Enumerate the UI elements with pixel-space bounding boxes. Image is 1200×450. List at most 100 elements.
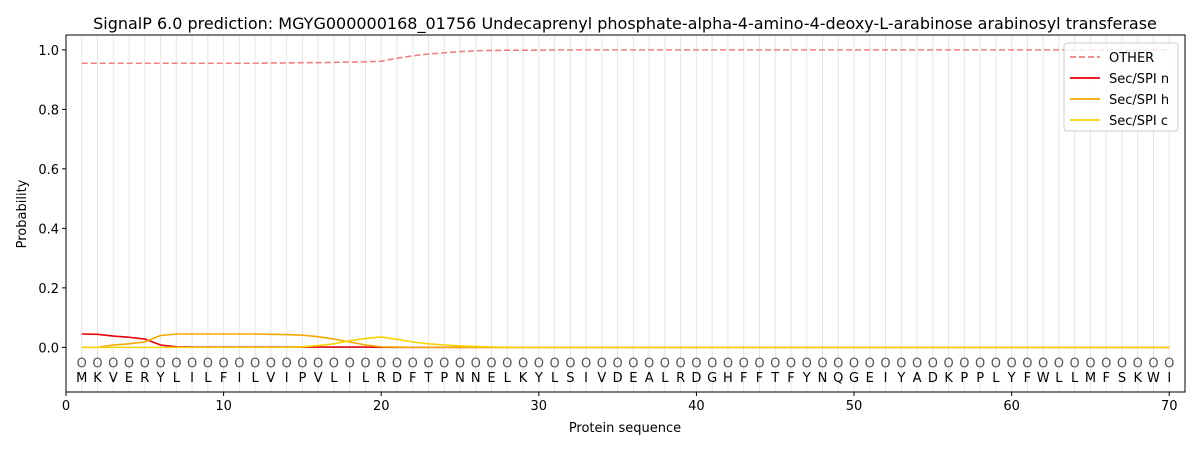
region-marker: O [723, 356, 733, 371]
sequence-residue: I [237, 371, 241, 386]
region-marker: O [313, 356, 323, 371]
legend: OTHER Sec/SPI n Sec/SPI h Sec/SPI c [1063, 42, 1179, 132]
region-marker: O [376, 356, 386, 371]
y-tick-label: 0.6 [38, 163, 59, 178]
sequence-residue: N [818, 371, 828, 386]
region-marker: O [770, 356, 780, 371]
sequence-residue: P [960, 371, 968, 386]
sequence-residue: D [691, 371, 701, 386]
sequence-residue: T [424, 371, 433, 386]
region-marker: O [959, 356, 969, 371]
sequence-residue: L [504, 371, 512, 386]
series-line [81, 49, 1170, 65]
sequence-residue: L [330, 371, 338, 386]
region-marker: O [865, 356, 875, 371]
sequence-residue: E [125, 371, 133, 386]
plot-frame [65, 34, 1186, 393]
region-marker: O [896, 356, 906, 371]
region-marker: O [817, 356, 827, 371]
sequence-residue: L [1071, 371, 1079, 386]
region-marker: O [423, 356, 433, 371]
region-marker: O [880, 356, 890, 371]
region-marker: O [1101, 356, 1111, 371]
x-tick-label: 70 [1161, 399, 1178, 414]
sequence-residue: F [1102, 371, 1109, 386]
y-tick-label: 1.0 [38, 44, 59, 59]
region-marker: O [124, 356, 134, 371]
region-marker: O [1117, 356, 1127, 371]
region-marker: O [833, 356, 843, 371]
region-marker: O [1164, 356, 1174, 371]
region-marker: O [187, 356, 197, 371]
sequence-residue: I [190, 371, 194, 386]
sequence-residue: L [551, 371, 559, 386]
sequence-residue: N [455, 371, 465, 386]
sequence-residue: Y [1007, 371, 1016, 386]
region-marker: O [549, 356, 559, 371]
region-marker: O [282, 356, 292, 371]
sequence-residue: L [661, 371, 669, 386]
region-marker: O [912, 356, 922, 371]
x-tick-label: 0 [62, 399, 70, 414]
region-marker: O [565, 356, 575, 371]
sequence-residue: L [204, 371, 212, 386]
x-tick-label: 30 [531, 399, 548, 414]
sequence-residue: E [866, 371, 874, 386]
sequence-residue: P [298, 371, 306, 386]
x-axis-label: Protein sequence [569, 421, 681, 436]
region-marker: O [439, 356, 449, 371]
sequence-residue: E [629, 371, 637, 386]
sequence-residue: R [377, 371, 386, 386]
region-marker: O [928, 356, 938, 371]
region-marker: O [613, 356, 623, 371]
region-marker: O [943, 356, 953, 371]
region-marker: O [455, 356, 465, 371]
sequence-residue: N [471, 371, 481, 386]
x-tick-label: 20 [373, 399, 390, 414]
sequence-residue: L [252, 371, 260, 386]
sequence-residue: A [913, 371, 922, 386]
region-marker: O [234, 356, 244, 371]
region-marker: O [502, 356, 512, 371]
region-marker: O [581, 356, 591, 371]
sequence-residue: Y [802, 371, 811, 386]
region-marker: O [628, 356, 638, 371]
sequence-residue: S [566, 371, 574, 386]
sequence-residue: F [220, 371, 227, 386]
x-axis-ticks: 0 10 20 30 40 50 60 70 [62, 392, 1178, 414]
sequence-residue: F [1024, 371, 1031, 386]
sequence-residue: A [645, 371, 654, 386]
sequence-residue: L [362, 371, 370, 386]
region-marker: O [518, 356, 528, 371]
region-marker: O [597, 356, 607, 371]
sequence-residue: W [1147, 371, 1160, 386]
sequence-residue: F [756, 371, 763, 386]
y-tick-label: 0.8 [38, 103, 59, 118]
sequence-residue: P [440, 371, 448, 386]
sequence-residue: I [884, 371, 888, 386]
sequence-residue: I [1167, 371, 1171, 386]
region-marker: O [691, 356, 701, 371]
sequence-residue: L [173, 371, 181, 386]
sequence-residue: G [707, 371, 717, 386]
sequence-residue: V [266, 371, 275, 386]
legend-label: Sec/SPI c [1109, 114, 1168, 129]
sequence-residue: E [487, 371, 495, 386]
legend-label: Sec/SPI h [1109, 93, 1169, 108]
sequence-residue: V [109, 371, 118, 386]
sequence-residue: D [928, 371, 938, 386]
region-marker: O [644, 356, 654, 371]
sequence-residue: F [740, 371, 747, 386]
sequence-residue: D [392, 371, 402, 386]
region-marker: O [534, 356, 544, 371]
region-marker: O [297, 356, 307, 371]
x-tick-label: 60 [1003, 399, 1020, 414]
region-marker: O [1054, 356, 1064, 371]
sequence-residue: M [76, 371, 87, 386]
x-tick-label: 10 [215, 399, 232, 414]
sequence-residue: V [597, 371, 606, 386]
region-marker: O [171, 356, 181, 371]
region-marker: O [1148, 356, 1158, 371]
